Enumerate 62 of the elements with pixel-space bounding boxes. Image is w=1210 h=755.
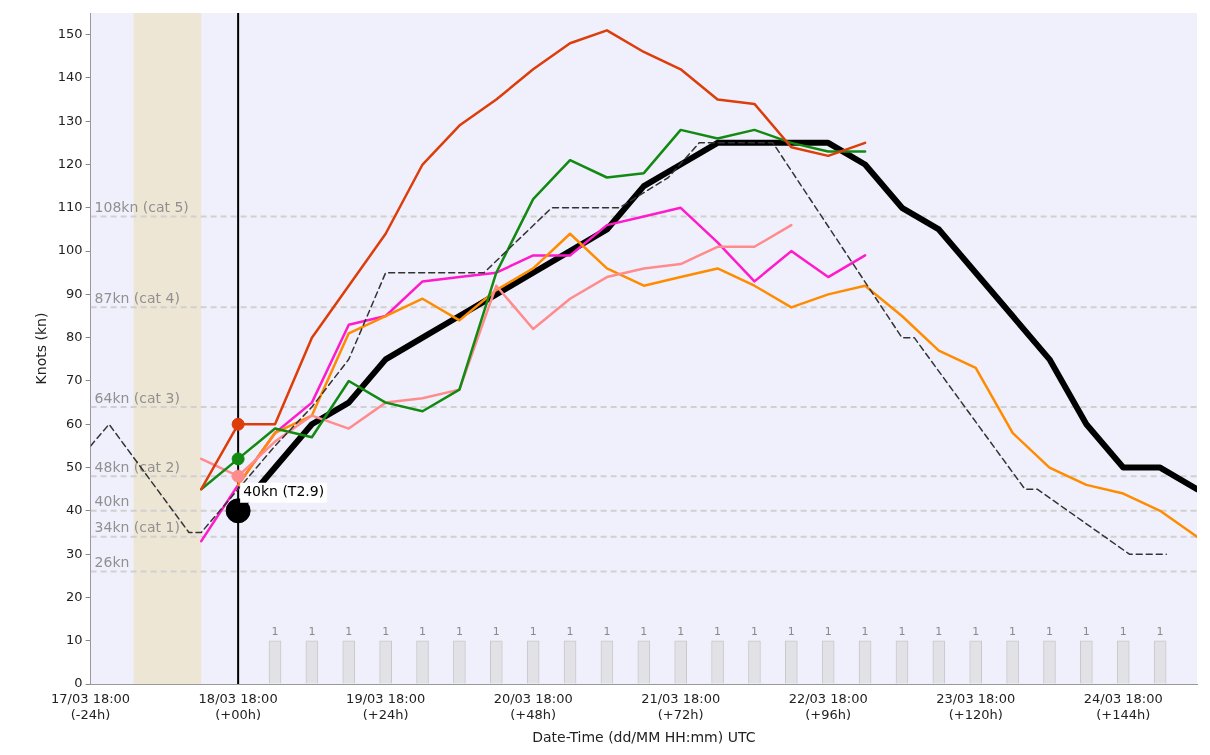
y-tick-label: 30 xyxy=(66,545,83,561)
annotation: 1 xyxy=(861,625,869,639)
y-tick-label: 90 xyxy=(66,285,83,301)
ref-line-label: 40kn xyxy=(94,493,130,510)
point xyxy=(231,417,245,431)
point xyxy=(231,452,245,466)
ref-line-label: 64kn (cat 3) xyxy=(94,389,180,406)
x-tick-label: 18/03 18:00 (+00h) xyxy=(198,691,278,722)
y-tick-label: 100 xyxy=(57,242,83,258)
annotation: 1 xyxy=(1009,625,1017,639)
point xyxy=(231,469,245,483)
x-tick-label: 20/03 18:00 (+48h) xyxy=(493,691,573,722)
annotation: 1 xyxy=(677,625,685,639)
y-tick-label: 70 xyxy=(66,372,83,388)
x-tick-label: 17/03 18:00 (-24h) xyxy=(51,691,131,722)
y-tick-label: 60 xyxy=(66,415,83,431)
y-tick-label: 120 xyxy=(57,155,83,171)
annotation: 1 xyxy=(529,625,537,639)
annotation: 1 xyxy=(345,625,353,639)
y-axis-title: Knots (kn) xyxy=(33,312,50,385)
annotation: 1 xyxy=(1082,625,1090,639)
y-tick-label: 150 xyxy=(57,26,83,42)
ref-line-label: 108kn (cat 5) xyxy=(94,199,189,216)
annotation: 1 xyxy=(972,625,980,639)
x-tick-label: 23/03 18:00 (+120h) xyxy=(936,691,1016,722)
annotation: 1 xyxy=(1156,625,1164,639)
annotation: 1 xyxy=(935,625,943,639)
annotation: 1 xyxy=(750,625,758,639)
ref-line-label: 34kn (cat 1) xyxy=(94,519,180,536)
y-tick-label: 80 xyxy=(66,329,83,345)
x-tick-label: 24/03 18:00 (+144h) xyxy=(1083,691,1163,722)
annotation: 1 xyxy=(898,625,906,639)
annotation: 40kn (T2.9) xyxy=(243,483,325,500)
y-tick-label: 110 xyxy=(57,199,83,215)
y-tick-label: 40 xyxy=(66,502,83,518)
annotation: 1 xyxy=(603,625,611,639)
annotation: 1 xyxy=(308,625,316,639)
y-tick-label: 140 xyxy=(57,69,83,85)
annotation: 1 xyxy=(787,625,795,639)
annotation: 1 xyxy=(492,625,500,639)
x-axis-title: Date-Time (dd/MM HH:mm) UTC xyxy=(532,729,756,746)
annotation: 1 xyxy=(714,625,722,639)
x-tick-label: 21/03 18:00 (+72h) xyxy=(641,691,721,722)
annotation: 1 xyxy=(382,625,390,639)
annotation: 1 xyxy=(455,625,463,639)
annotation: 1 xyxy=(824,625,832,639)
y-tick-label: 0 xyxy=(74,675,83,691)
x-tick-label: 19/03 18:00 (+24h) xyxy=(346,691,426,722)
y-tick-label: 10 xyxy=(66,632,83,648)
x-tick-label: 22/03 18:00 (+96h) xyxy=(788,691,868,722)
y-tick-label: 20 xyxy=(66,588,83,604)
annotation: 1 xyxy=(271,625,279,639)
annotation: 1 xyxy=(1045,625,1053,639)
ref-line-label: 87kn (cat 4) xyxy=(94,290,180,307)
ref-line-label: 48kn (cat 2) xyxy=(94,458,180,475)
annotation: 1 xyxy=(640,625,648,639)
annotation: 1 xyxy=(1119,625,1127,639)
annotation: 1 xyxy=(419,625,427,639)
y-tick-label: 50 xyxy=(66,458,83,474)
ref-line-label: 26kn xyxy=(94,554,130,571)
y-tick-label: 130 xyxy=(57,112,83,128)
annotation: 1 xyxy=(566,625,574,639)
